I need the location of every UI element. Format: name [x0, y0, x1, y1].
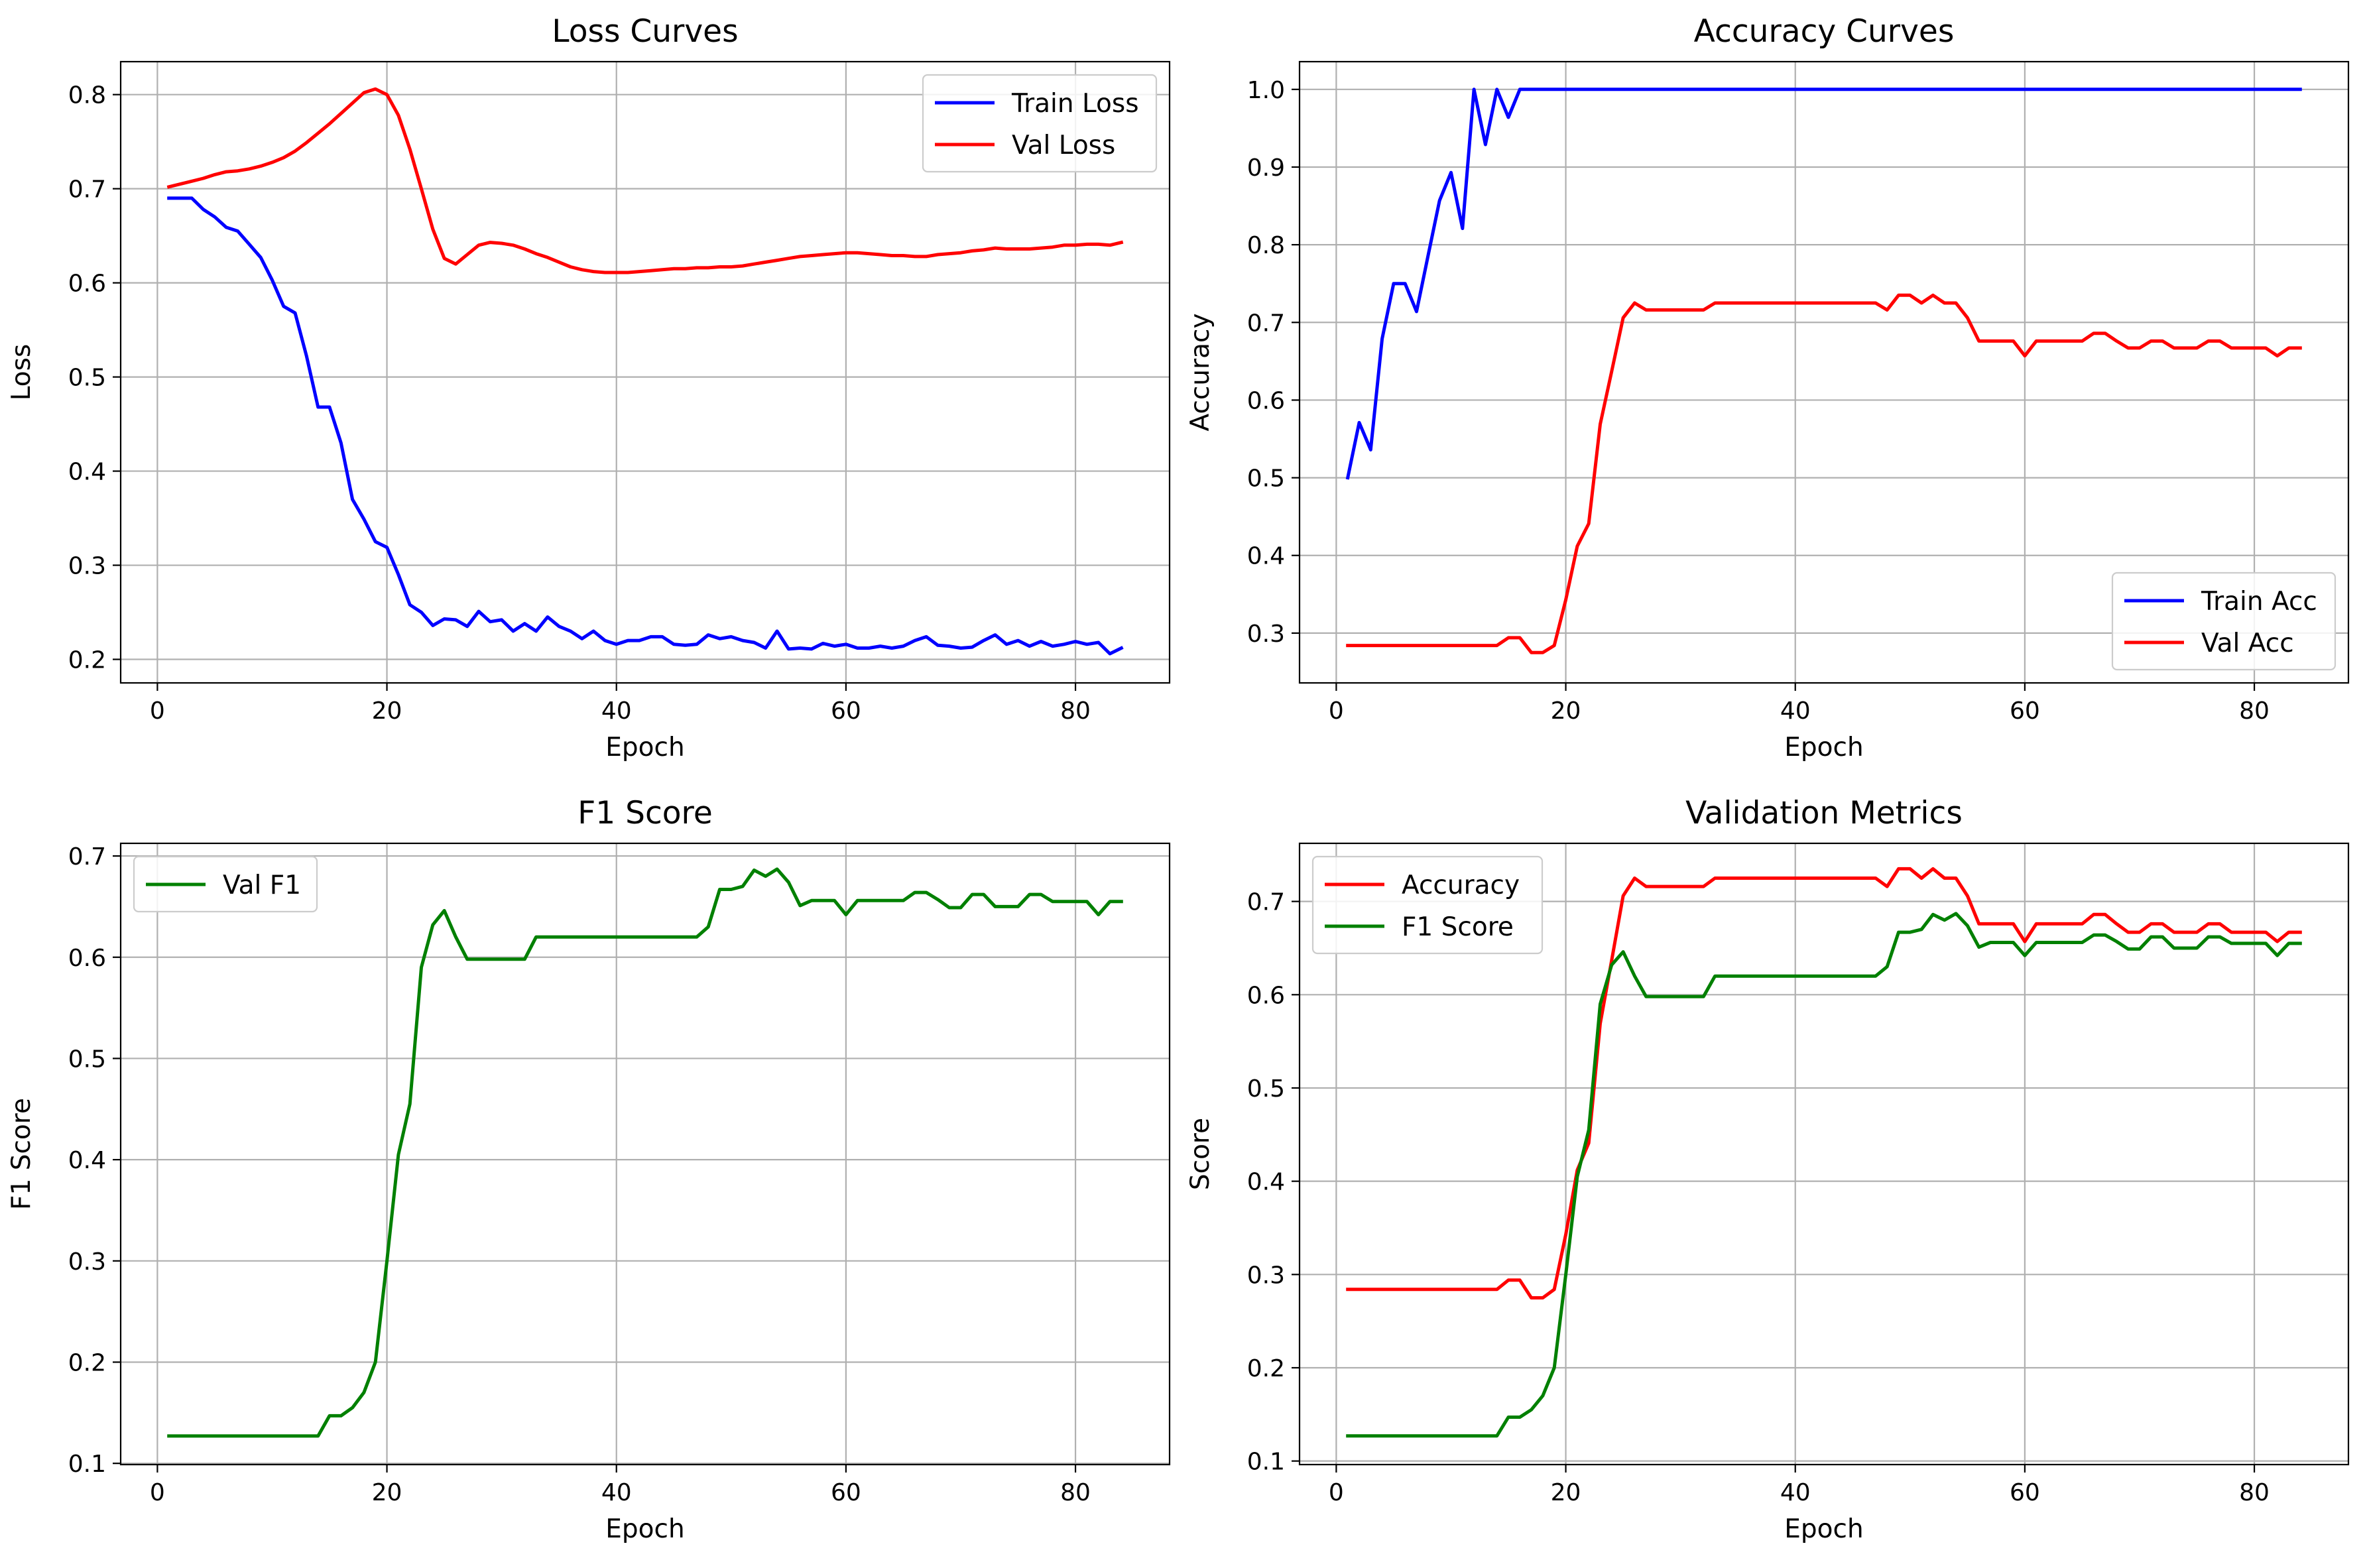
- y-tick-label: 0.6: [1247, 387, 1285, 414]
- y-axis-label: F1 Score: [7, 1098, 36, 1210]
- y-tick-label: 0.2: [1247, 1355, 1285, 1382]
- x-tick-label: 0: [150, 697, 165, 725]
- x-tick-label: 0: [1329, 697, 1344, 725]
- x-tick-label: 20: [372, 697, 402, 725]
- x-tick-label: 0: [1329, 1479, 1344, 1506]
- series-line-f1-score: [1346, 912, 2302, 1438]
- plot-frame: [119, 60, 1171, 684]
- legend-label: F1 Score: [1402, 912, 1514, 942]
- x-tick-label: 60: [831, 697, 861, 725]
- legend-box: [922, 74, 1158, 173]
- x-tick-label: 80: [1060, 1479, 1091, 1506]
- series-line-train-loss: [167, 196, 1124, 656]
- legend-label: Accuracy: [1402, 871, 1520, 900]
- y-tick-label: 0.3: [68, 553, 106, 580]
- x-axis-label: Epoch: [605, 1514, 684, 1544]
- y-tick-label: 0.6: [68, 945, 106, 972]
- x-axis-label: Epoch: [1784, 1514, 1863, 1544]
- y-tick-label: 0.2: [68, 647, 106, 674]
- x-tick-label: 60: [2010, 697, 2040, 725]
- y-tick-label: 0.4: [68, 1147, 106, 1174]
- x-axis-label: Epoch: [1784, 733, 1863, 762]
- y-tick-label: 0.5: [1247, 1075, 1285, 1103]
- plot-frame: [119, 842, 1171, 1466]
- series-line-train-acc: [1345, 88, 2302, 480]
- x-tick-label: 40: [601, 1479, 632, 1506]
- y-tick-label: 0.3: [1247, 1262, 1285, 1289]
- y-tick-label: 0.8: [1247, 232, 1285, 259]
- chart-title: Validation Metrics: [1685, 795, 1963, 831]
- legend: Accuracy F1 Score: [1311, 855, 1544, 955]
- y-tick-label: 0.1: [68, 1451, 106, 1478]
- y-tick-label: 0.3: [68, 1248, 106, 1276]
- legend-label: Val Loss: [1012, 131, 1115, 160]
- y-tick-label: 0.3: [1247, 621, 1285, 648]
- y-tick-label: 0.5: [68, 365, 106, 392]
- x-tick-label: 40: [601, 697, 632, 725]
- x-tick-label: 80: [2239, 697, 2270, 725]
- chart-panel-4: 0 20 40 60 80 0.1 0.2 0.3 0.4 0.5 0.6 0.7 Validation…: [1185, 795, 2350, 1544]
- y-tick-label: 0.6: [1247, 982, 1285, 1009]
- y-tick-label: 0.5: [1247, 465, 1285, 493]
- legend-label: Train Acc: [2201, 587, 2317, 617]
- y-tick-label: 0.4: [1247, 1169, 1285, 1196]
- legend-box: [2111, 572, 2337, 671]
- legend-box: [133, 855, 318, 913]
- x-tick-label: 20: [1551, 697, 1581, 725]
- series-line-val-f1: [167, 867, 1123, 1438]
- y-tick-label: 0.6: [68, 271, 106, 298]
- legend-label: Val F1: [223, 871, 301, 900]
- x-tick-label: 40: [1780, 697, 1811, 725]
- series-line-val-acc: [1346, 293, 2302, 654]
- chart-title: Accuracy Curves: [1694, 13, 1955, 50]
- legend-box: [1311, 855, 1544, 955]
- y-tick-label: 0.7: [1247, 310, 1285, 337]
- chart-title: Loss Curves: [552, 13, 738, 50]
- x-tick-label: 80: [1060, 697, 1091, 725]
- y-tick-label: 0.8: [68, 82, 106, 109]
- y-tick-label: 0.2: [68, 1349, 106, 1376]
- y-axis-label: Accuracy: [1185, 313, 1215, 431]
- legend: Train Acc Val Acc: [2111, 572, 2337, 671]
- plot-frame: [1298, 60, 2350, 684]
- x-tick-label: 0: [150, 1479, 165, 1506]
- series-line-accuracy: [1346, 867, 2302, 1299]
- y-tick-label: 1.0: [1247, 77, 1285, 104]
- plot-frame: [1298, 842, 2350, 1466]
- y-axis-label: Score: [1185, 1118, 1215, 1190]
- x-tick-label: 40: [1780, 1479, 1811, 1506]
- y-axis-label: Loss: [7, 344, 36, 401]
- y-tick-label: 0.7: [68, 843, 106, 871]
- y-tick-label: 0.1: [1247, 1449, 1285, 1476]
- series-line-val-loss: [166, 87, 1124, 274]
- y-tick-label: 0.4: [1247, 543, 1285, 570]
- y-tick-label: 0.7: [68, 176, 106, 204]
- y-tick-label: 0.5: [68, 1046, 106, 1073]
- x-axis-label: Epoch: [605, 733, 684, 762]
- x-tick-label: 60: [831, 1479, 861, 1506]
- x-tick-label: 80: [2239, 1479, 2270, 1506]
- y-tick-label: 0.4: [68, 459, 106, 486]
- y-tick-label: 0.7: [1247, 889, 1285, 916]
- x-tick-label: 60: [2010, 1479, 2040, 1506]
- x-tick-label: 20: [372, 1479, 402, 1506]
- legend-label: Val Acc: [2201, 629, 2294, 658]
- legend-label: Train Loss: [1011, 89, 1139, 119]
- chart-panel-3: 0 20 40 60 80 0.1 0.2 0.3 0.4 0.5 0.6 0.7 F1 Score Ep…: [7, 795, 1171, 1544]
- x-tick-label: 20: [1551, 1479, 1581, 1506]
- chart-panel-2: 0 20 40 60 80 0.3 0.4 0.5 0.6 0.7 0.8 0.9 1.0 Accurac…: [1185, 13, 2350, 762]
- legend: Train Loss Val Loss: [922, 74, 1158, 173]
- chart-panel-1: 0 20 40 60 80 0.2 0.3 0.4 0.5 0.6 0.7 0.8 Loss Curve…: [7, 13, 1171, 762]
- chart-title: F1 Score: [577, 795, 713, 831]
- legend: Val F1: [133, 855, 318, 913]
- y-tick-label: 0.9: [1247, 154, 1285, 182]
